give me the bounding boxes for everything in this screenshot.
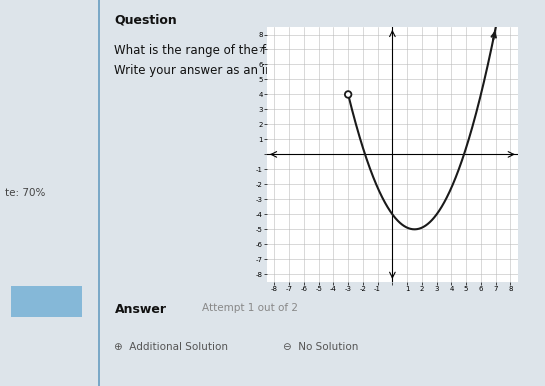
Text: te: 70%: te: 70% xyxy=(5,188,46,198)
Text: What is the range of the function shown on the grid?: What is the range of the function shown … xyxy=(114,44,427,58)
Circle shape xyxy=(345,91,352,98)
Text: ⊕  Additional Solution: ⊕ Additional Solution xyxy=(114,342,228,352)
Text: Question: Question xyxy=(114,14,177,27)
Text: ⊖  No Solution: ⊖ No Solution xyxy=(283,342,359,352)
Text: Attempt 1 out of 2: Attempt 1 out of 2 xyxy=(202,303,298,313)
Bar xyxy=(11,286,82,317)
Bar xyxy=(98,0,100,386)
Text: Write your answer as an inequality.: Write your answer as an inequality. xyxy=(114,64,323,77)
Text: Answer: Answer xyxy=(114,303,166,316)
